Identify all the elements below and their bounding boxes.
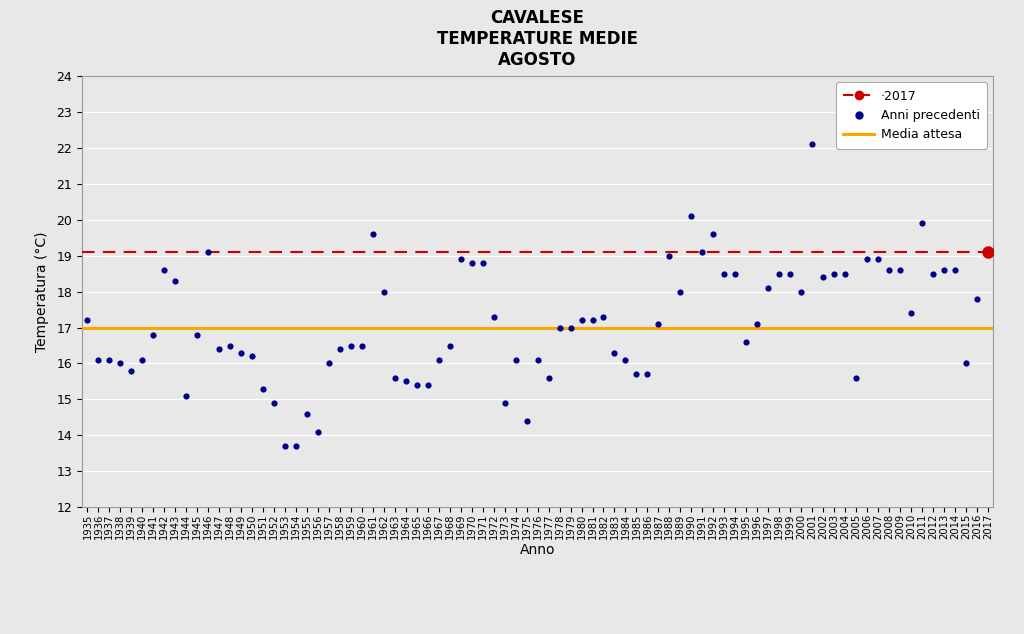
Anni precedenti <box>650 319 667 329</box>
Anni precedenti <box>310 427 327 437</box>
Anni precedenti <box>145 330 162 340</box>
Legend: ·2017, Anni precedenti, Media attesa: ·2017, Anni precedenti, Media attesa <box>836 82 987 149</box>
Anni precedenti <box>266 398 283 408</box>
Title: CAVALESE
TEMPERATURE MEDIE
AGOSTO: CAVALESE TEMPERATURE MEDIE AGOSTO <box>437 10 638 69</box>
Anni precedenti <box>508 355 524 365</box>
Anni precedenti <box>123 366 139 376</box>
Anni precedenti <box>869 254 886 264</box>
Anni precedenti <box>892 265 908 275</box>
Anni precedenti <box>276 441 293 451</box>
Anni precedenti <box>662 250 678 261</box>
Anni precedenti <box>222 340 239 351</box>
Anni precedenti <box>178 391 195 401</box>
Anni precedenti <box>288 441 304 451</box>
Anni precedenti <box>299 409 315 419</box>
Anni precedenti <box>694 247 711 257</box>
Anni precedenti <box>771 269 787 279</box>
Anni precedenti <box>936 265 952 275</box>
Anni precedenti <box>90 355 106 365</box>
Anni precedenti <box>529 355 546 365</box>
Anni precedenti <box>387 373 403 383</box>
Anni precedenti <box>573 315 590 325</box>
Anni precedenti <box>617 355 634 365</box>
Anni precedenti <box>200 247 216 257</box>
Anni precedenti <box>453 254 469 264</box>
Anni precedenti <box>321 358 337 368</box>
Anni precedenti <box>957 358 974 368</box>
Anni precedenti <box>353 340 370 351</box>
Anni precedenti <box>903 308 920 318</box>
Anni precedenti <box>409 380 425 390</box>
Anni precedenti <box>629 369 645 379</box>
Anni precedenti <box>793 287 809 297</box>
Anni precedenti <box>639 369 655 379</box>
Anni precedenti <box>332 344 348 354</box>
Anni precedenti <box>376 287 392 297</box>
Y-axis label: Temperatura (°C): Temperatura (°C) <box>36 231 49 352</box>
Anni precedenti <box>595 312 611 322</box>
Anni precedenti <box>113 358 129 368</box>
Anni precedenti <box>255 384 271 394</box>
Anni precedenti <box>156 265 172 275</box>
Anni precedenti <box>913 218 930 228</box>
Anni precedenti <box>804 139 820 150</box>
Anni precedenti <box>738 337 755 347</box>
Anni precedenti <box>541 373 557 383</box>
Anni precedenti <box>420 380 436 390</box>
Anni precedenti <box>365 229 381 239</box>
Anni precedenti <box>397 377 414 387</box>
Anni precedenti <box>716 269 732 279</box>
X-axis label: Anno: Anno <box>520 543 555 557</box>
Anni precedenti <box>782 269 799 279</box>
Anni precedenti <box>925 269 941 279</box>
Anni precedenti <box>760 283 776 293</box>
Anni precedenti <box>167 276 183 286</box>
Anni precedenti <box>683 211 699 221</box>
Anni precedenti <box>848 373 864 383</box>
Anni precedenti <box>969 294 985 304</box>
Anni precedenti <box>859 254 876 264</box>
Anni precedenti <box>485 312 502 322</box>
Anni precedenti <box>562 323 579 333</box>
Anni precedenti <box>727 269 743 279</box>
Anni precedenti <box>551 323 567 333</box>
Anni precedenti <box>244 351 260 361</box>
Anni precedenti <box>430 355 446 365</box>
Anni precedenti <box>134 355 151 365</box>
Anni precedenti <box>211 344 227 354</box>
Anni precedenti <box>585 315 601 325</box>
Anni precedenti <box>606 347 623 358</box>
Anni precedenti <box>815 272 831 282</box>
Anni precedenti <box>497 398 513 408</box>
Anni precedenti <box>749 319 765 329</box>
Anni precedenti <box>79 315 95 325</box>
Anni precedenti <box>474 258 490 268</box>
Anni precedenti <box>826 269 843 279</box>
Anni precedenti <box>672 287 688 297</box>
Anni precedenti <box>518 416 535 426</box>
Anni precedenti <box>232 347 249 358</box>
Anni precedenti <box>464 258 480 268</box>
Anni precedenti <box>706 229 722 239</box>
Anni precedenti <box>101 355 118 365</box>
Anni precedenti <box>343 340 359 351</box>
Anni precedenti <box>441 340 458 351</box>
Anni precedenti <box>946 265 963 275</box>
Anni precedenti <box>881 265 897 275</box>
Point <box>980 247 996 257</box>
Anni precedenti <box>189 330 206 340</box>
Anni precedenti <box>837 269 853 279</box>
